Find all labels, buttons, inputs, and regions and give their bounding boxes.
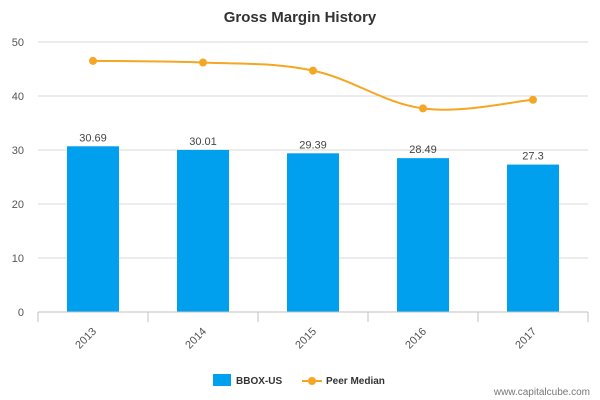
peer-median-point-2016 bbox=[419, 104, 427, 113]
bar-data-label: 28.49 bbox=[409, 144, 437, 156]
legend: BBOX-US Peer Median bbox=[213, 374, 385, 387]
y-tick-label: 40 bbox=[12, 91, 24, 103]
y-tick-label: 50 bbox=[12, 37, 24, 49]
legend-swatch-peer-marker bbox=[308, 377, 316, 385]
peer-median-point-2017 bbox=[529, 95, 537, 104]
peer-median-point-2013 bbox=[89, 56, 97, 65]
y-tick-label: 30 bbox=[12, 145, 24, 157]
x-axis: 2013 2014 2015 2016 2017 bbox=[37, 311, 589, 352]
bar-data-label: 29.39 bbox=[299, 139, 327, 151]
bar-data-labels: 30.69 30.01 29.39 28.49 27.3 bbox=[79, 132, 543, 162]
x-tick-label: 2014 bbox=[183, 326, 209, 352]
x-tick-label: 2013 bbox=[73, 326, 99, 352]
y-tick-label: 10 bbox=[12, 253, 24, 265]
bars bbox=[67, 146, 559, 312]
bar-2015 bbox=[287, 153, 339, 312]
peer-median-point-2014 bbox=[199, 58, 207, 67]
bar-2014 bbox=[177, 149, 229, 312]
bar-2013 bbox=[67, 146, 119, 312]
y-tick-label: 0 bbox=[18, 307, 24, 319]
credit-text: www.capitalcube.com bbox=[493, 387, 590, 398]
chart-title: Gross Margin History bbox=[224, 9, 377, 26]
peer-median-series bbox=[89, 56, 537, 113]
bar-data-label: 30.01 bbox=[189, 136, 217, 148]
x-tick-label: 2015 bbox=[293, 326, 319, 352]
peer-median-point-2015 bbox=[309, 66, 317, 75]
legend-label-bbox: BBOX-US bbox=[236, 376, 282, 387]
bar-2016 bbox=[397, 158, 449, 312]
bar-2017 bbox=[507, 164, 559, 312]
legend-swatch-bbox bbox=[213, 374, 231, 386]
legend-label-peer-median: Peer Median bbox=[326, 376, 385, 387]
bar-data-label: 30.69 bbox=[79, 132, 107, 144]
x-tick-label: 2016 bbox=[403, 326, 429, 352]
y-axis: 0 10 20 30 40 50 bbox=[12, 37, 24, 319]
y-tick-label: 20 bbox=[12, 199, 24, 211]
gridlines bbox=[38, 41, 588, 259]
x-tick-label: 2017 bbox=[513, 326, 539, 352]
bar-data-label: 27.3 bbox=[522, 151, 543, 163]
